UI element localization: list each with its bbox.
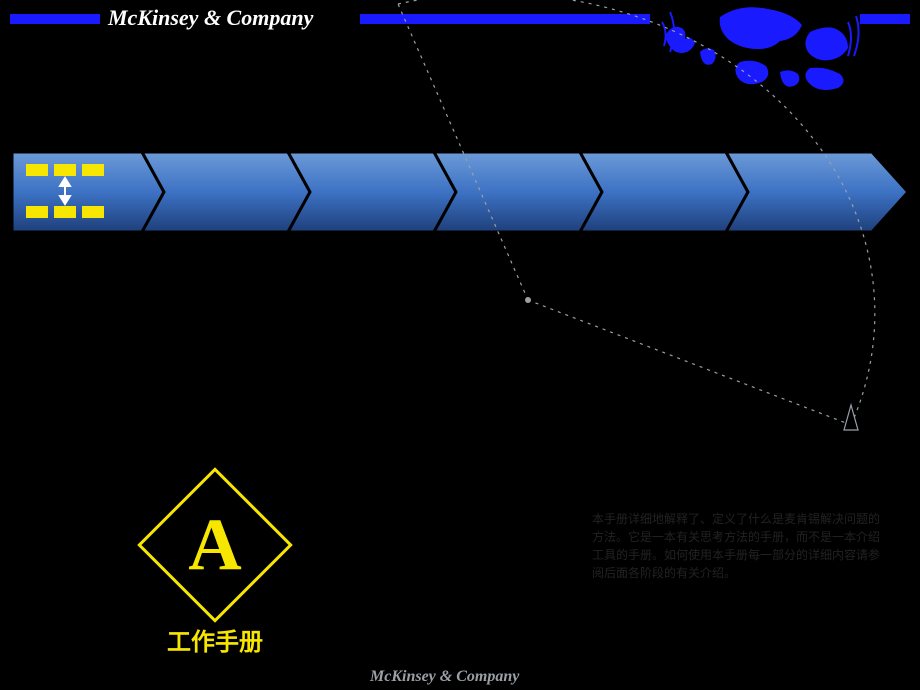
slide-canvas: McKinsey & Company <box>0 0 920 690</box>
diamond-caption: 工作手册 <box>135 622 295 657</box>
body-paragraph: 本手册详细地解释了、定义了什么是麦肯锡解决问题的方法。它是一本有关思考方法的手册… <box>592 510 882 582</box>
sweep-line-top <box>398 4 528 300</box>
sweep-arc <box>398 0 875 425</box>
diamond-badge: A 工作手册 <box>135 490 295 657</box>
diamond-letter: A <box>160 490 270 600</box>
sweep-line-right <box>528 300 851 425</box>
sweep-center-dot <box>525 297 531 303</box>
footer-brand: McKinsey & Company <box>370 668 519 686</box>
sweep-arrow-icon <box>844 405 858 430</box>
